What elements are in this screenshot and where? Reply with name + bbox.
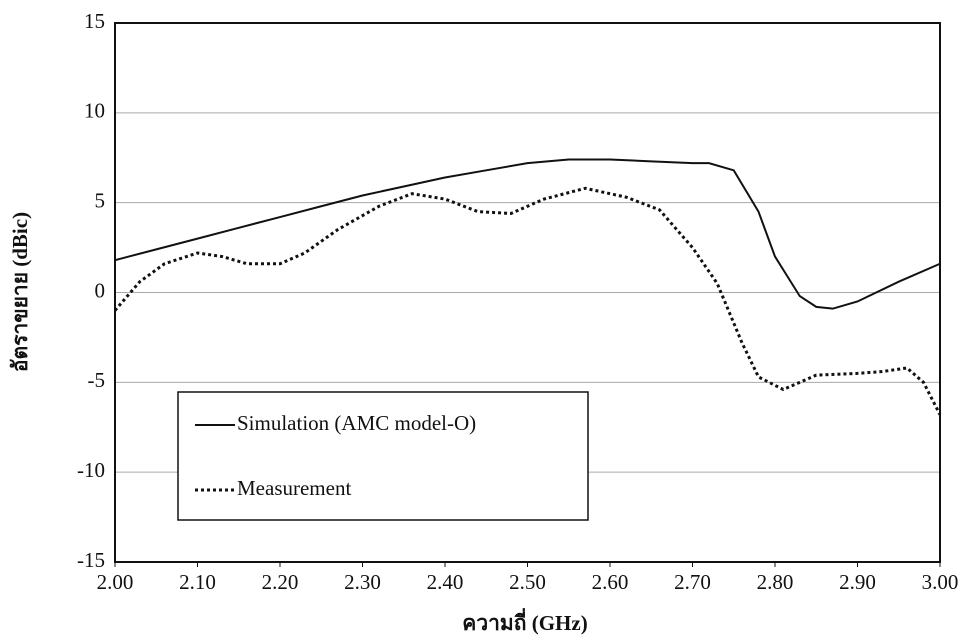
x-tick-label: 2.30 xyxy=(344,570,381,594)
x-tick-label: 2.90 xyxy=(839,570,876,594)
y-tick-label: 10 xyxy=(84,99,105,123)
y-tick-label: -15 xyxy=(77,548,105,572)
x-tick-label: 2.70 xyxy=(674,570,711,594)
x-tick-label: 2.10 xyxy=(179,570,216,594)
y-tick-label: 15 xyxy=(84,9,105,33)
x-tick-label: 2.20 xyxy=(262,570,299,594)
legend-box xyxy=(177,391,589,521)
legend-label: Measurement xyxy=(237,476,351,500)
x-tick-label: 2.60 xyxy=(592,570,629,594)
series-line xyxy=(114,158,941,310)
y-axis-label: อัตราขยาย (dBic) xyxy=(8,212,32,372)
x-axis-label: ความถี่ (GHz) xyxy=(462,607,587,635)
y-tick-label: -5 xyxy=(88,368,106,392)
x-tick-label: 2.00 xyxy=(97,570,134,594)
y-tick-label: -10 xyxy=(77,458,105,482)
y-tick-label: 5 xyxy=(95,188,106,212)
x-tick-label: 2.40 xyxy=(427,570,464,594)
series-line xyxy=(113,186,942,416)
x-tick-label: 3.00 xyxy=(922,570,959,594)
plot-frame xyxy=(114,22,941,563)
y-tick-label: 0 xyxy=(95,278,106,302)
x-tick-label: 2.80 xyxy=(757,570,794,594)
x-tick-label: 2.50 xyxy=(509,570,546,594)
legend-label: Simulation (AMC model-O) xyxy=(237,411,476,435)
